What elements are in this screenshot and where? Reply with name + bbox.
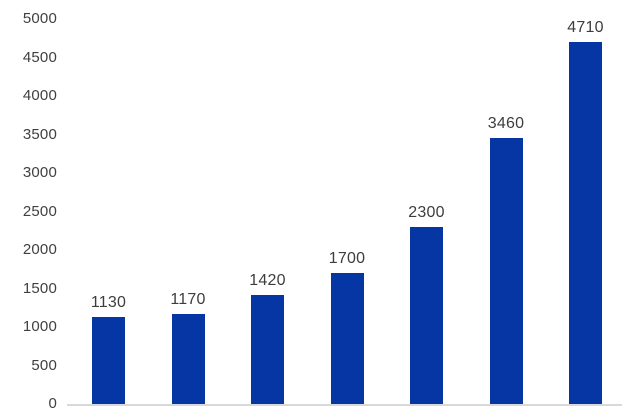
bar-value-label: 2300: [408, 203, 445, 221]
bar-value-label: 4710: [567, 18, 604, 36]
bar-value-label: 1700: [328, 250, 366, 268]
bar-value-label: 1170: [170, 290, 206, 308]
bar: [330, 273, 364, 404]
y-axis-tick-label: 2000: [22, 241, 57, 259]
y-axis-tick-label: 2500: [22, 202, 57, 220]
y-axis-tick-label: 4000: [22, 87, 57, 105]
bar: [171, 313, 205, 404]
y-axis-tick-label: 3500: [22, 125, 57, 143]
bar-value-label: 1420: [249, 271, 286, 289]
bar: [569, 41, 602, 404]
bar: [489, 137, 523, 404]
y-axis-tick-label: 1500: [22, 279, 57, 297]
y-axis-tick-label: 0: [48, 395, 57, 412]
bar: [92, 317, 125, 404]
y-axis-tick-label: 1000: [22, 318, 57, 336]
y-axis-tick-label: 500: [31, 356, 57, 374]
y-axis-tick-label: 3000: [22, 164, 57, 182]
bar: [410, 226, 443, 404]
x-axis-line: [67, 404, 622, 406]
bar: [251, 294, 284, 404]
bar-value-label: 1130: [90, 294, 127, 312]
bar-value-label: 3460: [487, 114, 525, 132]
y-axis-tick-label: 5000: [22, 10, 57, 28]
y-axis-tick-label: 4500: [22, 48, 57, 66]
